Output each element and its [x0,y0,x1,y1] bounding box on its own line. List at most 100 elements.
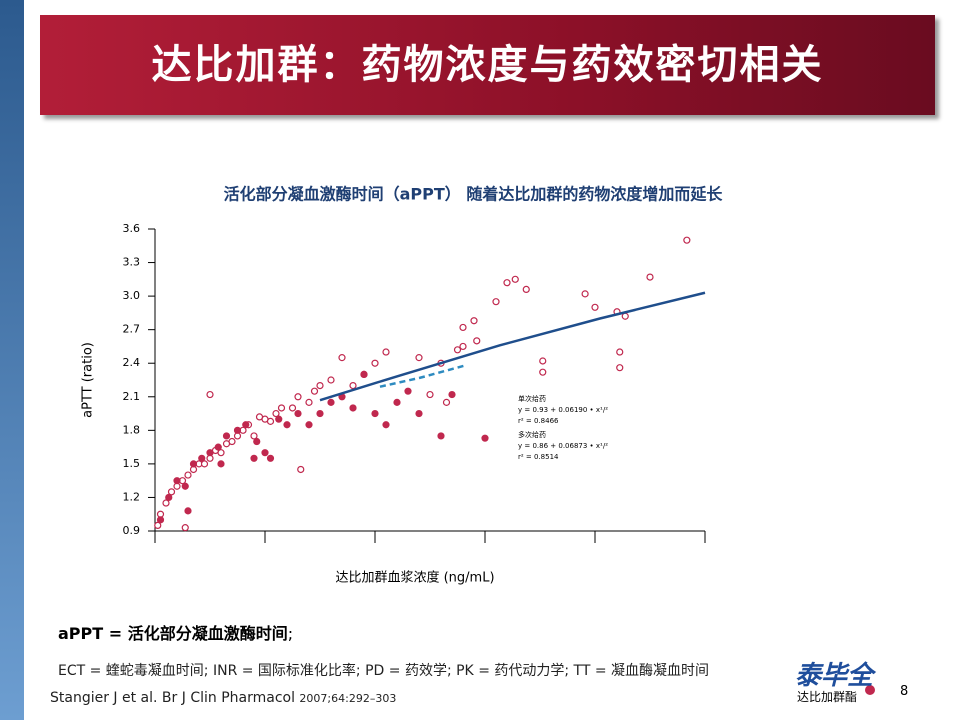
y-tick-label: 3.0 [123,289,141,302]
data-point [591,303,599,311]
data-point [539,357,547,365]
data-point [156,516,165,524]
footnote: aPPT = 活化部分凝血激酶时间; [58,620,293,644]
data-point [371,359,379,367]
data-point [184,471,192,479]
y-tick-label: 3.3 [123,256,141,269]
data-point [327,376,335,384]
data-point [470,317,478,325]
data-point [316,409,324,418]
data-point [233,426,242,434]
data-point [442,398,451,406]
data-point [426,390,434,399]
annotation: r² = 0.8466 [518,417,559,425]
data-point [181,482,189,490]
data-point [522,285,530,293]
footnote-bold: aPPT = 活化部分凝血激酶时间 [58,624,288,643]
logo: 泰毕全 [795,661,874,691]
data-point [310,387,319,395]
data-point [683,236,691,244]
data-point [162,499,170,507]
data-point [266,417,275,425]
page-number: 8 [900,684,909,699]
data-point [646,273,654,281]
chart-title: 活化部分凝血激酶时间（aPPT） 随着达比加群的药物浓度增加而延长 [224,185,724,204]
footnote-tail: ; [287,624,294,643]
data-point [338,354,346,362]
data-point [316,381,324,390]
data-point [198,454,206,462]
data-point [415,354,423,362]
data-point [214,443,222,451]
y-tick-label: 1.5 [123,457,141,470]
data-point [360,370,368,379]
data-point [294,393,302,401]
data-point [349,404,357,412]
data-point [253,437,261,446]
data-point [167,488,176,496]
data-point [327,398,335,406]
data-point [305,398,313,406]
citation-authors: Stangier J et al. Br J Clin Pharmacol [50,690,295,706]
data-point [242,421,250,429]
data-point [382,421,390,429]
data-point [297,465,305,474]
data-point [217,460,225,468]
data-point [503,279,511,287]
data-point [621,312,629,320]
annotation-label: 多次给药 [518,430,546,439]
data-point [277,404,286,412]
data-point [382,348,390,356]
data-point [459,342,467,351]
data-point [283,421,291,429]
data-point [250,454,258,462]
data-point [261,449,269,457]
data-point [511,275,519,283]
abbreviations: ECT = 蝰蛇毒凝血时间; INR = 国际标准化比率; PD = 药效学; … [58,663,710,679]
data-point [189,460,198,468]
data-point [616,364,624,372]
data-point [294,409,302,418]
y-tick-label: 2.7 [123,323,141,336]
data-point [206,390,214,399]
data-point [305,421,313,429]
citation: Stangier J et al. Br J Clin Pharmacol 20… [50,690,396,706]
annotation: r² = 0.8514 [518,453,559,461]
data-point [453,346,462,354]
data-point [349,381,357,390]
y-tick-label: 0.9 [123,524,141,537]
data-point [459,323,467,332]
y-tick-label: 1.8 [123,423,141,436]
data-point [473,337,481,345]
data-point [154,521,162,530]
citation-ref: 2007;64:292–303 [299,692,397,705]
data-point [272,409,280,418]
slide-title: 达比加群：药物浓度与药效密切相关 [40,15,935,115]
y-tick-label: 3.6 [123,222,141,235]
y-tick-label: 2.1 [123,390,141,403]
data-point [539,368,547,376]
data-point [581,290,589,298]
annotation: y = 0.93 + 0.06190 • x¹/² [518,406,608,414]
x-axis-label: 达比加群血浆浓度 (ng/mL) [335,570,494,586]
data-point [173,477,181,485]
data-point [437,432,445,440]
data-point [181,524,189,532]
data-point [492,298,500,306]
data-point [222,432,231,440]
data-point [184,507,192,515]
data-point [222,440,231,448]
logo-dot [865,685,875,695]
annotation: y = 0.86 + 0.06873 • x¹/² [518,442,608,450]
data-point [415,409,423,418]
data-point [275,415,283,423]
data-point [448,390,456,399]
y-axis-label: aPTT (ratio) [81,342,96,418]
fit-line [319,291,706,402]
data-point [371,409,379,418]
side-strip [0,0,24,720]
logo-subtitle: 达比加群酯 [797,690,858,704]
data-point [393,398,401,406]
